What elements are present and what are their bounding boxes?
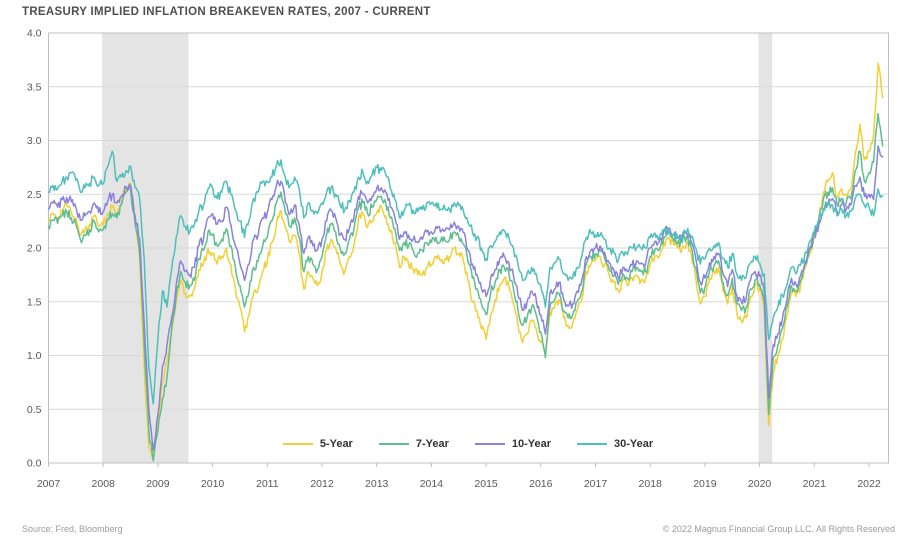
y-tick-label-3.5: 3.5 [27,81,42,93]
y-tick-label-0.0: 0.0 [27,458,42,470]
y-tick-label-3.0: 3.0 [27,135,42,147]
y-tick-label-2.5: 2.5 [27,189,42,201]
x-tick-label-2010: 2010 [201,478,225,490]
x-tick-label-2009: 2009 [146,478,170,490]
series-line-30-year [47,150,884,405]
x-tick-label-2015: 2015 [474,478,498,490]
x-tick-label-2014: 2014 [420,478,444,490]
plot-border [48,32,889,464]
x-tick-label-2016: 2016 [529,478,553,490]
series-line-7-year [47,112,884,462]
x-tick-label-2008: 2008 [92,478,116,490]
y-tick-label-1.0: 1.0 [27,350,42,362]
x-tick-label-2020: 2020 [748,478,772,490]
x-tick-label-2022: 2022 [857,478,881,490]
y-tick-label-4.0: 4.0 [27,28,42,40]
source-note: Source: Fred, Bloomberg [22,524,123,534]
x-tick-label-2017: 2017 [584,478,608,490]
y-tick-label-1.5: 1.5 [27,296,42,308]
y-tick-label-2.0: 2.0 [27,243,42,255]
series-line-10-year [47,145,884,451]
chart-title: TREASURY IMPLIED INFLATION BREAKEVEN RAT… [22,6,431,18]
y-tick-label-0.5: 0.5 [27,404,42,416]
x-tick-label-2007: 2007 [37,478,61,490]
x-tick-label-2011: 2011 [256,478,279,490]
x-tick-label-2018: 2018 [639,478,663,490]
x-tick-label-2021: 2021 [803,478,827,490]
copyright-note: © 2022 Magnus Financial Group LLC. All R… [662,524,895,534]
x-tick-label-2019: 2019 [693,478,717,490]
x-tick-label-2013: 2013 [365,478,389,490]
x-tick-label-2012: 2012 [310,478,334,490]
series-line-5-year [47,62,884,459]
